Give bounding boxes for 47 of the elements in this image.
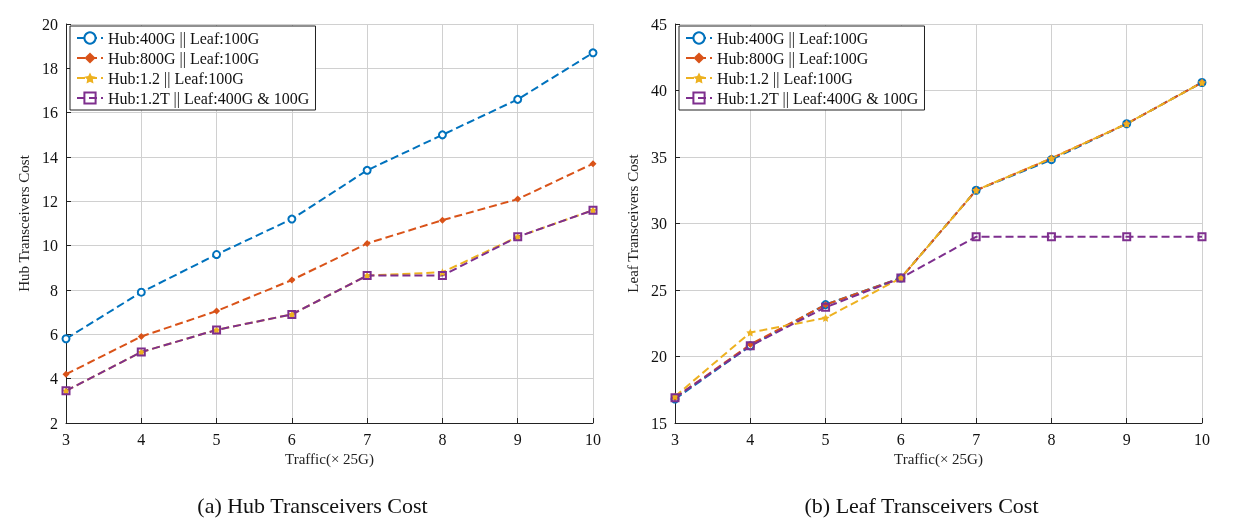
x-tick-label: 9 <box>1122 430 1131 448</box>
legend-label: Hub:400G || Leaf:100G <box>108 29 260 48</box>
y-tick-label: 12 <box>42 192 58 210</box>
text: (b) Leaf Transceivers Cost <box>804 492 1039 518</box>
legend-label: Hub:1.2T || Leaf:400G & 100G <box>108 89 310 108</box>
y-axis-title: Leaf Transceivers Cost <box>624 153 641 293</box>
legend-label: Hub:1.2 || Leaf:100G <box>717 69 854 88</box>
legend-label: Hub:400G || Leaf:100G <box>717 29 869 48</box>
x-tick-label: 6 <box>287 430 296 448</box>
y-tick-label: 14 <box>42 148 58 166</box>
y-tick-label: 25 <box>651 281 667 299</box>
x-tick-label: 8 <box>438 430 447 448</box>
legend-label: Hub:800G || Leaf:100G <box>108 49 260 68</box>
y-tick-label: 45 <box>651 15 667 33</box>
legend-label: Hub:800G || Leaf:100G <box>717 49 869 68</box>
x-tick-label: 10 <box>1194 430 1210 448</box>
y-tick-label: 30 <box>651 215 667 232</box>
x-tick-label: 5 <box>212 430 221 448</box>
x-tick-label: 7 <box>363 430 372 448</box>
y-tick-label: 2 <box>50 414 58 432</box>
x-tick-label: 4 <box>746 430 755 448</box>
legend-label: Hub:1.2 || Leaf:100G <box>108 69 245 88</box>
x-tick-label: 7 <box>972 430 981 448</box>
y-axis-title: Hub Transceivers Cost <box>15 154 32 292</box>
y-tick-label: 18 <box>42 59 58 77</box>
y-tick-label: 20 <box>651 348 667 365</box>
y-tick-label: 4 <box>50 370 58 388</box>
x-tick-label: 3 <box>62 430 70 448</box>
y-tick-label: 16 <box>42 104 58 122</box>
y-tick-label: 20 <box>42 15 58 33</box>
x-tick-label: 6 <box>896 430 905 448</box>
x-tick-label: 9 <box>513 430 522 448</box>
x-tick-label: 5 <box>821 430 830 448</box>
x-tick-label: 3 <box>671 430 679 448</box>
text: (a) Hub Transceivers Cost <box>197 492 428 518</box>
x-tick-label: 10 <box>585 430 601 448</box>
x-tick-label: 8 <box>1047 430 1056 448</box>
x-axis-title: Traffic(× 25G) <box>285 451 374 469</box>
y-tick-label: 8 <box>50 281 58 299</box>
y-tick-label: 6 <box>50 325 58 343</box>
y-tick-label: 15 <box>651 414 667 432</box>
y-tick-label: 10 <box>42 237 58 255</box>
legend-label: Hub:1.2T || Leaf:400G & 100G <box>717 89 919 108</box>
y-tick-label: 40 <box>651 82 667 99</box>
y-tick-label: 35 <box>651 148 667 166</box>
x-tick-label: 4 <box>137 430 146 448</box>
x-axis-title: Traffic(× 25G) <box>894 451 983 469</box>
